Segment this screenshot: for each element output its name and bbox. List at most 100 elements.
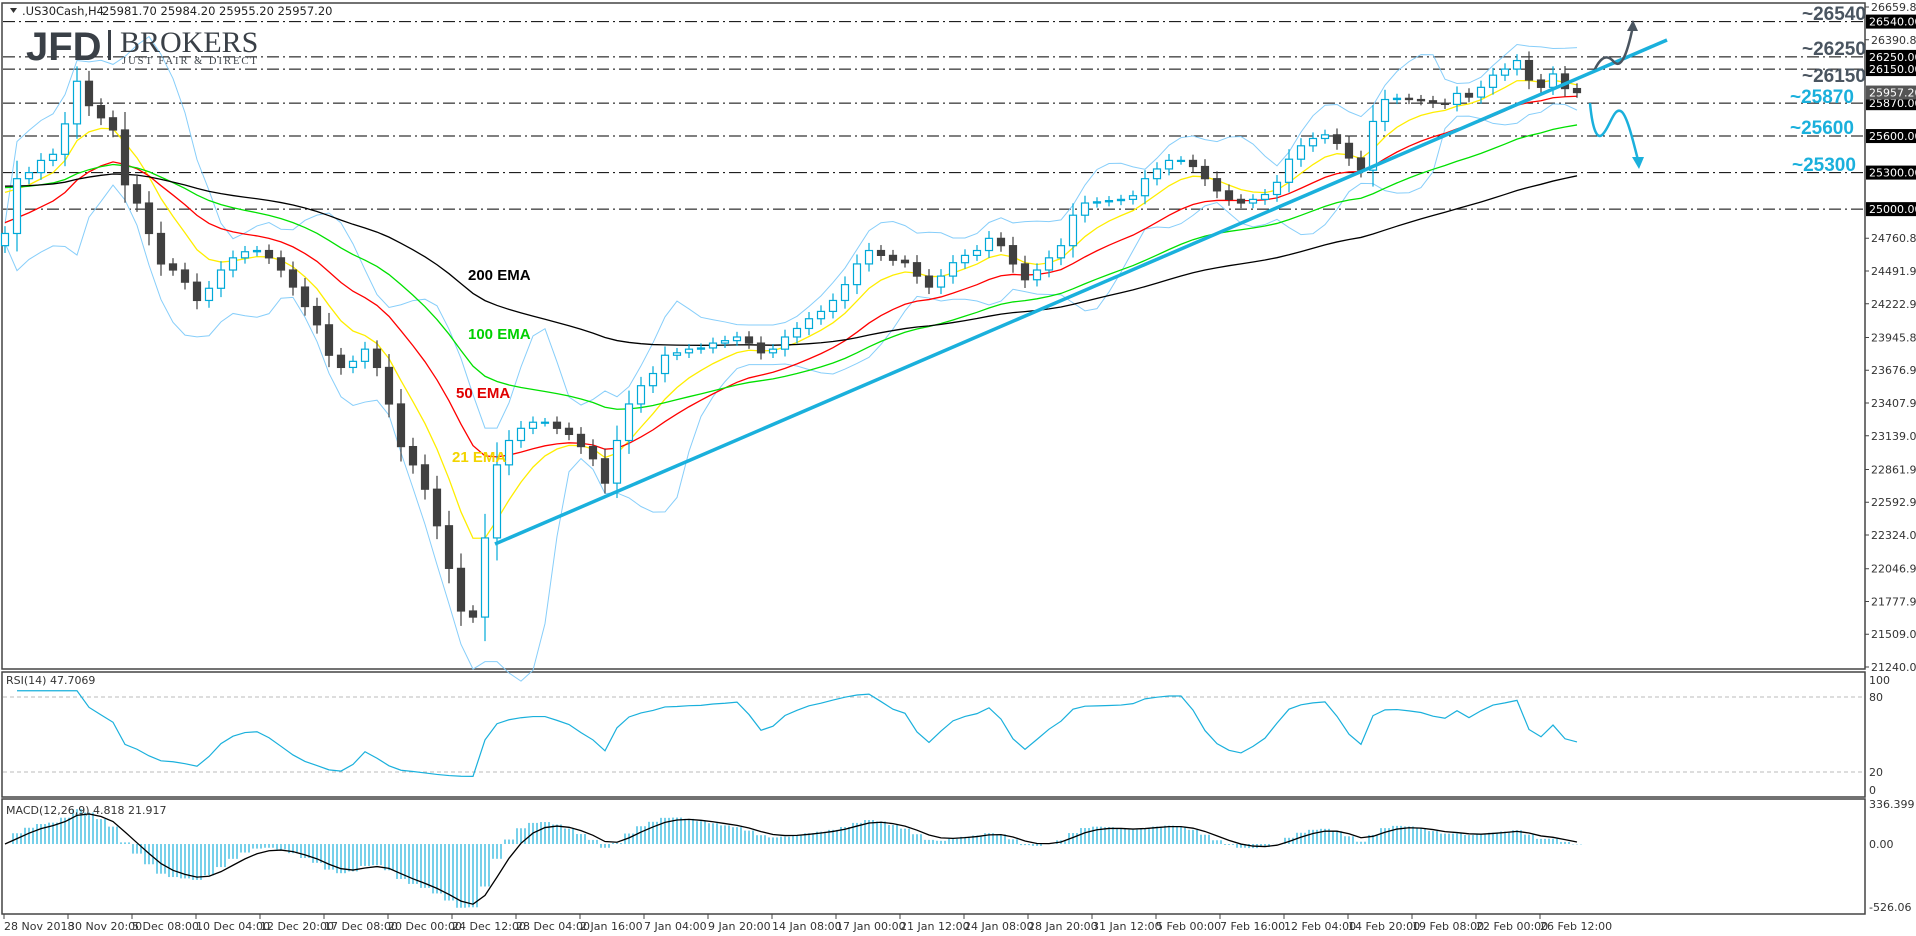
candle-bearish xyxy=(1416,98,1426,102)
candle-bullish xyxy=(864,249,874,265)
x-tick-label: 24 Jan 08:00 xyxy=(964,920,1034,933)
candle-bullish xyxy=(792,327,802,338)
candle-bearish xyxy=(456,567,466,612)
macd-pane xyxy=(1,798,1866,915)
candle-bullish xyxy=(1152,168,1162,180)
logo-tagline: JUST FAIR & DIRECT xyxy=(122,56,259,67)
candle-bullish xyxy=(1476,86,1486,98)
rsi-tick-label: 100 xyxy=(1869,674,1890,687)
rsi-pane xyxy=(1,671,1866,798)
candle-bullish xyxy=(624,403,634,442)
candle-bearish xyxy=(1200,165,1210,180)
candle-bullish xyxy=(1104,200,1114,203)
bollinger-lower xyxy=(4,103,1578,682)
y-tick-label: 21240.05 xyxy=(1871,661,1916,674)
level-price-tag xyxy=(1866,165,1916,180)
candle-bearish xyxy=(432,488,442,527)
candle-bullish xyxy=(1296,145,1306,160)
candle-bearish xyxy=(336,354,346,369)
candle-bullish xyxy=(984,237,994,252)
logo-divider xyxy=(108,30,111,60)
candle-bullish xyxy=(240,251,250,259)
x-tick-label: 28 Nov 2018 xyxy=(4,920,74,933)
rsi-line xyxy=(17,690,1578,777)
level-label-25870: ~25870 xyxy=(1790,87,1854,108)
candle-bullish xyxy=(360,348,370,362)
y-tick-label: 23676.90 xyxy=(1871,364,1916,377)
x-tick-label: 24 Dec 12:00 xyxy=(452,920,526,933)
candle-bearish xyxy=(120,129,130,186)
candle-bullish xyxy=(228,257,238,271)
x-tick-label: 30 Nov 20:00 xyxy=(68,920,142,933)
candle-bullish xyxy=(36,159,46,174)
x-tick-label: 19 Feb 08:00 xyxy=(1412,920,1484,933)
candle-bearish xyxy=(876,249,886,257)
level-price-tag-text: 26540.00 xyxy=(1869,16,1916,29)
rsi-tick-label: 80 xyxy=(1869,691,1883,704)
candle-bullish xyxy=(216,269,226,289)
candle-bullish xyxy=(696,347,706,350)
macd-tick-label: 336.399 xyxy=(1869,798,1915,811)
bollinger-upper xyxy=(4,35,1578,429)
level-price-tag xyxy=(1866,49,1916,64)
candle-bullish xyxy=(936,275,946,288)
level-price-tag-text: 25000.00 xyxy=(1869,203,1916,216)
candle-bullish xyxy=(204,287,214,302)
y-tick-label: 26390.85 xyxy=(1871,34,1916,47)
candle-bullish xyxy=(252,249,262,253)
current-price-tag xyxy=(1866,85,1916,100)
candle-bearish xyxy=(276,257,286,271)
candle-bullish xyxy=(612,439,622,484)
symbol-dropdown-icon[interactable] xyxy=(10,8,17,13)
candle-bullish xyxy=(1392,97,1402,101)
candle-bullish xyxy=(1140,178,1150,197)
candle-bullish xyxy=(684,348,694,354)
candle-bullish xyxy=(804,318,814,330)
candle-bullish xyxy=(1248,198,1258,204)
main-pane xyxy=(1,2,1866,670)
level-price-tag xyxy=(1866,129,1916,144)
candle-bullish xyxy=(1044,257,1054,271)
candle-bullish xyxy=(732,336,742,342)
logo-brand: JFD xyxy=(26,25,102,69)
x-tick-label: 20 Dec 00:00 xyxy=(388,920,462,933)
candle-bearish xyxy=(1428,100,1438,104)
y-tick-label: 23945.85 xyxy=(1871,331,1916,344)
x-tick-label: 10 Dec 04:00 xyxy=(196,920,270,933)
candle-bearish xyxy=(168,263,178,271)
candle-bearish xyxy=(288,269,298,288)
candle-bullish xyxy=(1452,92,1462,105)
x-tick-label: 14 Jan 08:00 xyxy=(772,920,842,933)
y-tick-label: 22861.90 xyxy=(1871,463,1916,476)
ema-line-50ema xyxy=(4,95,1578,458)
ema50-label: 50 EMA xyxy=(456,385,510,402)
x-tick-label: 22 Feb 00:00 xyxy=(1476,920,1548,933)
candle-bearish xyxy=(300,286,310,308)
level-label-26540: ~26540 xyxy=(1802,4,1866,25)
candle-bullish xyxy=(768,348,778,354)
macd-signal-line xyxy=(4,813,1578,905)
y-tick-label: 24222.95 xyxy=(1871,298,1916,311)
x-tick-label: 17 Jan 00:00 xyxy=(836,920,906,933)
candle-bullish xyxy=(12,178,22,235)
support-trendline[interactable] xyxy=(494,38,1668,546)
level-price-tag-text: 26250.00 xyxy=(1869,51,1916,64)
candle-bullish xyxy=(540,421,550,424)
current-price-tag-text: 25957.20 xyxy=(1869,87,1916,100)
y-tick-label: 24491.90 xyxy=(1871,265,1916,278)
x-tick-label: 12 Feb 04:00 xyxy=(1284,920,1356,933)
candle-bullish xyxy=(960,254,970,264)
candle-bearish xyxy=(468,610,478,618)
candle-bearish xyxy=(900,259,910,264)
candle-bearish xyxy=(552,421,562,429)
candle-bearish xyxy=(756,342,766,354)
candle-bearish xyxy=(588,445,598,460)
x-tick-label: 17 Dec 08:00 xyxy=(324,920,398,933)
candle-bearish xyxy=(1020,263,1030,281)
candle-bullish xyxy=(480,537,490,618)
candle-bearish xyxy=(888,254,898,261)
candle-bullish xyxy=(1056,245,1066,259)
arrow-up-icon xyxy=(1627,20,1638,31)
ema100-label: 100 EMA xyxy=(468,326,531,343)
